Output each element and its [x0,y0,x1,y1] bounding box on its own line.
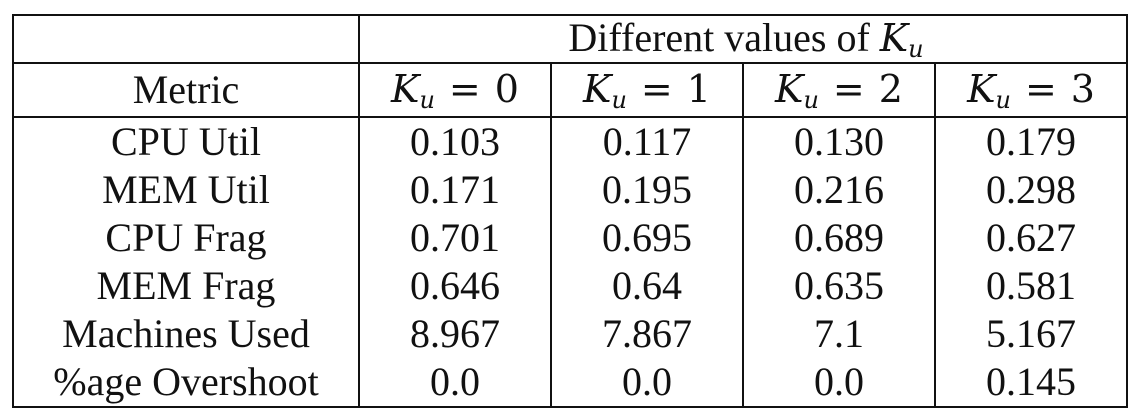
group-header-row: Different values of Ku [13,15,1127,63]
results-table: Different values of Ku Metric Ku = 0 Ku = 1 … [12,14,1129,408]
value-cell: 0.635 [743,262,936,310]
value-cell: 0.64 [551,262,744,310]
table-row: MEM Util 0.171 0.195 0.216 0.298 [13,166,1127,214]
table-row: CPU Frag 0.701 0.695 0.689 0.627 [13,214,1127,262]
value-cell: 0.195 [551,166,744,214]
value-cell: 0.117 [551,117,744,166]
metric-label: CPU Util [13,117,360,166]
k-column-header: Ku = 3 [935,62,1128,118]
value-cell: 0.130 [743,117,936,166]
value-cell: 0.0 [551,358,744,407]
metric-label: CPU Frag [13,214,360,262]
value-cell: 0.171 [359,166,552,214]
group-header-prefix: Different values of [568,14,880,60]
metric-label: MEM Util [13,166,360,214]
metric-header: Metric [13,62,360,118]
column-header-row: Metric Ku = 0 Ku = 1 Ku = 2 Ku = 3 [13,62,1128,118]
value-cell: 0.581 [986,263,1077,308]
value-cell: 0.179 [986,119,1077,164]
k-column-header: Ku = 1 [551,62,744,118]
k-column-header: Ku = 0 [359,62,552,118]
metric-label: MEM Frag [13,262,360,310]
value-cell: 0.0 [359,358,552,407]
value-cell: 0.298 [986,167,1077,212]
value-cell: 0.695 [551,214,744,262]
k-column-header: Ku = 2 [743,62,936,118]
table-row: %age Overshoot 0.0 0.0 0.0 0.145 [13,358,1127,407]
value-cell: 0.646 [359,262,552,310]
value-cell: 5.167 [986,311,1077,356]
value-cell: 0.145 [986,359,1077,404]
group-header-cell: Different values of Ku [359,15,1127,63]
metric-label: %age Overshoot [13,358,360,407]
value-cell: 0.103 [359,117,552,166]
group-header-symbol: Ku [879,15,924,63]
table-row: MEM Frag 0.646 0.64 0.635 0.581 [13,262,1127,310]
table-row: Machines Used 8.967 7.867 7.1 5.167 [13,310,1127,358]
value-cell: 0.0 [743,358,936,407]
empty-corner-cell [13,15,360,63]
results-table-container: Different values of Ku Metric Ku = 0 Ku = 1 … [12,14,1129,408]
value-cell: 0.689 [743,214,936,262]
value-cell: 8.967 [359,310,552,358]
table-row: CPU Util 0.103 0.117 0.130 0.179 [13,117,1127,166]
value-cell: 0.701 [359,214,552,262]
value-cell: 7.1 [743,310,936,358]
value-cell: 0.627 [986,215,1077,260]
value-cell: 7.867 [551,310,744,358]
value-cell: 0.216 [743,166,936,214]
metric-label: Machines Used [13,310,360,358]
